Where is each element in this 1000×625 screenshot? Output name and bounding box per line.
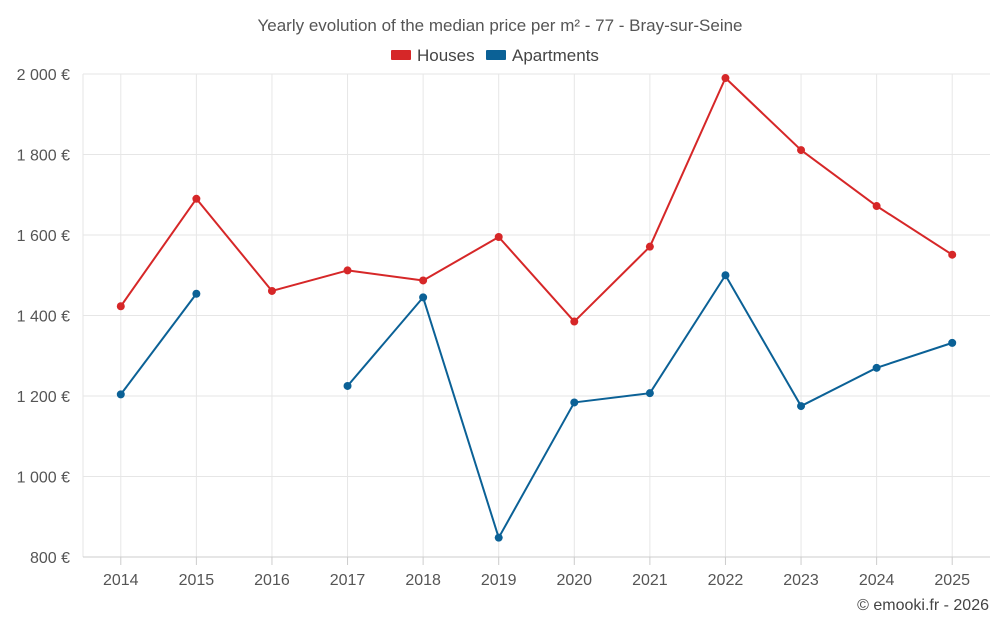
data-point-houses-2024[interactable] [872,202,881,211]
legend-swatch-houses [391,50,411,60]
legend-item-houses[interactable]: Houses [391,46,475,65]
series-houses [116,74,957,326]
y-tick-label: 1 400 € [17,309,70,326]
y-tick-label: 1 200 € [17,389,70,406]
x-tick-label: 2024 [859,572,895,589]
data-point-apartments-2020[interactable] [570,398,579,407]
data-point-apartments-2017[interactable] [343,381,352,390]
data-point-houses-2018[interactable] [419,276,428,285]
y-axis: 800 € 1 000 € 1 200 € 1 400 € 1 600 € 1 800 €… [17,67,84,567]
x-axis: 2014 2015 2016 2017 2018 2019 2020 2021 2022 2023… [83,556,990,589]
data-point-apartments-2019[interactable] [494,533,503,542]
x-tick-label: 2015 [179,572,215,589]
legend-label-houses: Houses [417,46,475,65]
data-point-apartments-2022[interactable] [721,271,730,280]
x-tick-label: 2020 [556,572,592,589]
y-tick-label: 1 600 € [17,228,70,245]
data-point-apartments-2014[interactable] [116,390,125,399]
x-tick-label: 2022 [708,572,744,589]
data-point-apartments-2025[interactable] [948,338,957,347]
y-tick-label: 2 000 € [17,67,70,84]
y-tick-label: 1 800 € [17,148,70,165]
y-tick-label: 800 € [30,550,70,567]
x-tick-label: 2021 [632,572,668,589]
data-point-houses-2015[interactable] [192,194,201,203]
copyright-footer: © emooki.fr - 2026 [857,597,989,614]
data-point-apartments-2021[interactable] [645,389,654,398]
legend: Houses Apartments [391,46,599,65]
data-point-houses-2019[interactable] [494,233,503,242]
data-point-houses-2023[interactable] [797,146,806,155]
series-line-apartments [119,293,198,395]
legend-label-apartments: Apartments [512,46,599,65]
y-tick-label: 1 000 € [17,470,70,487]
data-point-houses-2025[interactable] [948,250,957,259]
series-line-houses [119,77,953,323]
x-tick-label: 2023 [783,572,819,589]
series [116,74,957,542]
x-tick-label: 2016 [254,572,290,589]
data-point-apartments-2023[interactable] [797,402,806,411]
x-tick-label: 2018 [405,572,441,589]
data-point-houses-2016[interactable] [267,286,276,295]
grid [83,73,990,557]
x-tick-label: 2014 [103,572,139,589]
data-point-houses-2017[interactable] [343,266,352,275]
series-apartments [116,271,957,542]
legend-swatch-apartments [486,50,506,60]
data-point-apartments-2015[interactable] [192,289,201,298]
x-tick-label: 2019 [481,572,517,589]
chart-title: Yearly evolution of the median price per… [257,16,742,35]
data-point-apartments-2024[interactable] [872,363,881,372]
data-point-houses-2021[interactable] [645,242,654,251]
x-tick-label: 2025 [934,572,970,589]
data-point-houses-2022[interactable] [721,74,730,83]
data-point-houses-2014[interactable] [116,302,125,311]
data-point-houses-2020[interactable] [570,317,579,326]
data-point-apartments-2018[interactable] [419,293,428,302]
x-tick-label: 2017 [330,572,366,589]
legend-item-apartments[interactable]: Apartments [486,46,599,65]
